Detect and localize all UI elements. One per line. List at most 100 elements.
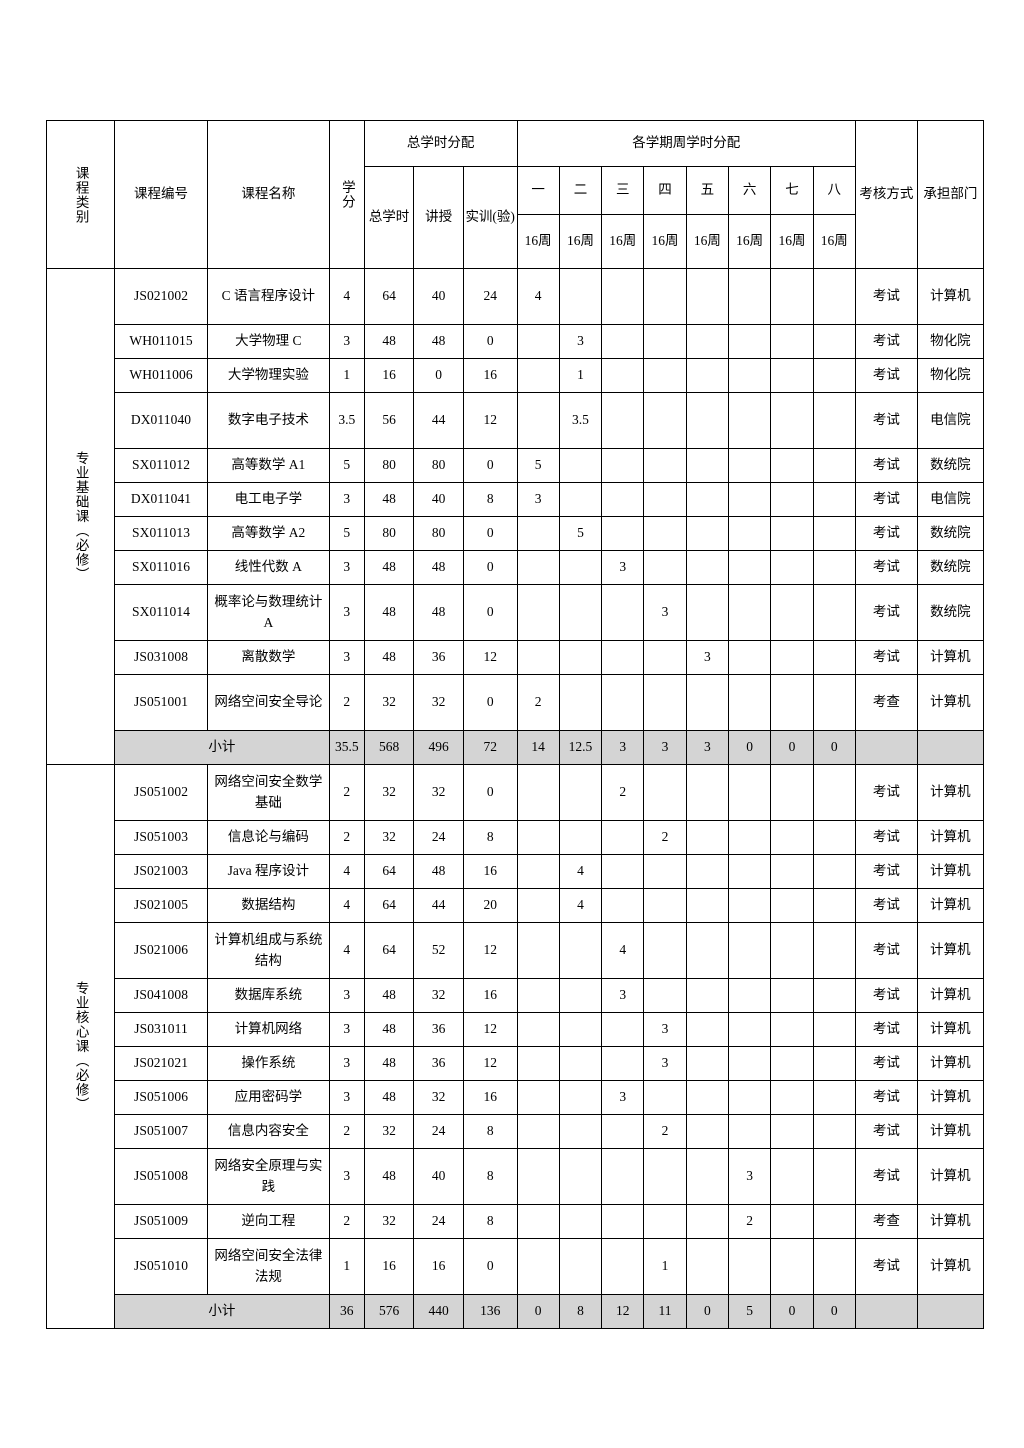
semester-1-cell <box>516 922 560 979</box>
subtotal-semester-8: 0 <box>812 730 856 765</box>
header-semester-group: 各学期周学时分配 <box>516 120 856 167</box>
semester-5-cell <box>685 1080 730 1115</box>
credit-cell: 3 <box>328 1046 365 1081</box>
semester-5-cell <box>685 820 730 855</box>
semester-5-cell <box>685 358 730 393</box>
semester-3-cell <box>601 1012 645 1047</box>
credit-cell: 4 <box>328 268 365 325</box>
exam-mode-cell: 考试 <box>854 1148 918 1205</box>
semester-4-cell <box>643 978 687 1013</box>
semester-2-cell: 5 <box>558 516 603 551</box>
exam-mode-cell: 考试 <box>854 640 918 675</box>
total-hours-cell: 16 <box>363 358 415 393</box>
header-semester-6: 六 <box>727 166 772 215</box>
semester-1-cell <box>516 392 560 449</box>
exam-mode-cell: 考查 <box>854 1204 918 1239</box>
semester-4-cell <box>643 1080 687 1115</box>
semester-5-cell <box>685 392 730 449</box>
table-row: JS041008 数据库系统 3 48 32 16 3 考试 计算机 <box>47 978 985 1013</box>
department-cell: 电信院 <box>916 392 985 449</box>
course-code-cell: JS051007 <box>114 1114 208 1149</box>
semester-8-cell <box>812 1204 856 1239</box>
semester-5-cell <box>685 1046 730 1081</box>
department-cell: 计算机 <box>916 674 985 731</box>
exam-mode-cell: 考试 <box>854 324 918 359</box>
header-weeks-8: 16周 <box>812 214 856 269</box>
lecture-hours-cell: 44 <box>413 392 464 449</box>
semester-3-cell <box>601 392 645 449</box>
subtotal-semester-1: 14 <box>516 730 560 765</box>
lecture-hours-cell: 48 <box>413 550 464 585</box>
exam-mode-cell: 考试 <box>854 358 918 393</box>
lab-hours-cell: 0 <box>462 674 518 731</box>
course-name-cell: 概率论与数理统计 A <box>206 584 330 641</box>
course-name-cell: 大学物理 C <box>206 324 330 359</box>
credit-cell: 2 <box>328 1204 365 1239</box>
semester-7-cell <box>770 516 814 551</box>
semester-3-cell: 3 <box>601 1080 645 1115</box>
course-code-cell: SX011013 <box>114 516 208 551</box>
semester-4-cell <box>643 674 687 731</box>
credit-cell: 3 <box>328 1148 365 1205</box>
table-row: SX011016 线性代数 A 3 48 48 0 3 考试 数统院 <box>47 550 985 585</box>
table-row: WH011015 大学物理 C 3 48 48 0 3 考试 物化院 <box>47 324 985 359</box>
semester-6-cell <box>727 358 772 393</box>
subtotal-semester-2: 8 <box>558 1294 603 1329</box>
semester-7-cell <box>770 1046 814 1081</box>
exam-mode-cell: 考试 <box>854 1046 918 1081</box>
semester-5-cell <box>685 1012 730 1047</box>
semester-7-cell <box>770 550 814 585</box>
department-cell: 计算机 <box>916 854 985 889</box>
header-weeks-2: 16周 <box>558 214 603 269</box>
header-semester-7: 七 <box>770 166 814 215</box>
lecture-hours-cell: 40 <box>413 482 464 517</box>
exam-mode-cell: 考试 <box>854 268 918 325</box>
lab-hours-cell: 8 <box>462 1204 518 1239</box>
semester-8-cell <box>812 640 856 675</box>
semester-3-cell <box>601 674 645 731</box>
course-code-cell: WH011015 <box>114 324 208 359</box>
semester-1-cell: 2 <box>516 674 560 731</box>
lecture-hours-cell: 36 <box>413 1046 464 1081</box>
exam-mode-cell: 考试 <box>854 1012 918 1047</box>
lecture-hours-cell: 36 <box>413 640 464 675</box>
subtotal-semester-3: 12 <box>601 1294 645 1329</box>
subtotal-lab-hours: 136 <box>462 1294 518 1329</box>
semester-8-cell <box>812 516 856 551</box>
semester-2-cell <box>558 978 603 1013</box>
course-code-cell: WH011006 <box>114 358 208 393</box>
category-cell: 专业核心课（必修） <box>45 764 116 1329</box>
lecture-hours-cell: 32 <box>413 1080 464 1115</box>
semester-5-cell <box>685 1204 730 1239</box>
course-name-cell: 网络空间安全法律法规 <box>206 1238 330 1295</box>
lab-hours-cell: 0 <box>462 550 518 585</box>
department-cell: 计算机 <box>916 1204 985 1239</box>
semester-7-cell <box>770 448 814 483</box>
credit-cell: 3 <box>328 1012 365 1047</box>
semester-5-cell <box>685 1148 730 1205</box>
lecture-hours-cell: 48 <box>413 854 464 889</box>
exam-mode-cell: 考试 <box>854 888 918 923</box>
semester-3-cell <box>601 268 645 325</box>
total-hours-cell: 48 <box>363 482 415 517</box>
course-name-cell: 电工电子学 <box>206 482 330 517</box>
semester-5-cell <box>685 764 730 821</box>
semester-7-cell <box>770 978 814 1013</box>
semester-1-cell <box>516 1114 560 1149</box>
credit-cell: 2 <box>328 764 365 821</box>
table-row: JS021003 Java 程序设计 4 64 48 16 4 考试 计算机 <box>47 854 985 889</box>
header-department: 承担部门 <box>916 120 985 269</box>
header-weeks-4: 16周 <box>643 214 687 269</box>
lecture-hours-cell: 0 <box>413 358 464 393</box>
semester-5-cell <box>685 978 730 1013</box>
semester-4-cell: 2 <box>643 1114 687 1149</box>
exam-mode-cell: 考试 <box>854 820 918 855</box>
course-code-cell: SX011016 <box>114 550 208 585</box>
semester-6-cell <box>727 640 772 675</box>
semester-8-cell <box>812 1080 856 1115</box>
table-row: JS031011 计算机网络 3 48 36 12 3 考试 计算机 <box>47 1012 985 1047</box>
semester-5-cell <box>685 1114 730 1149</box>
subtotal-department <box>916 1294 985 1329</box>
semester-6-cell <box>727 820 772 855</box>
lecture-hours-cell: 52 <box>413 922 464 979</box>
